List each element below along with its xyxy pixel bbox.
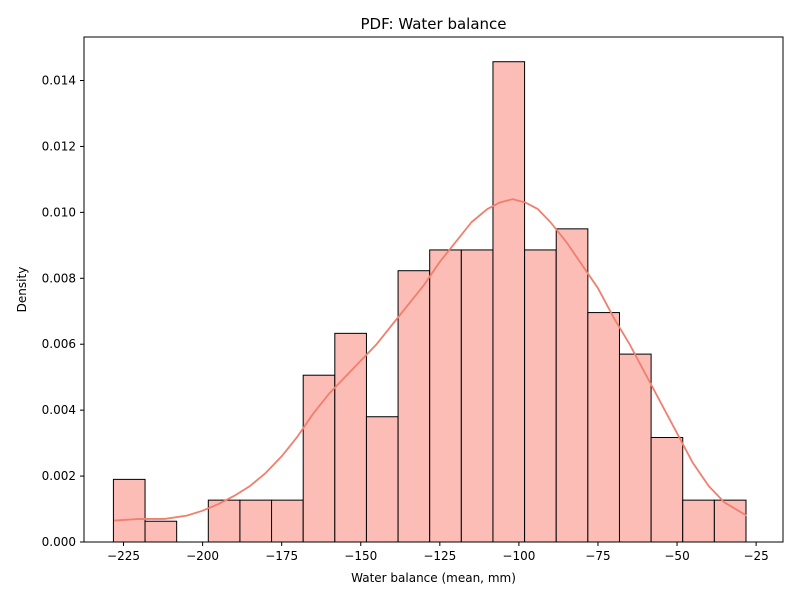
- histogram-bar: [460, 249, 494, 543]
- histogram-bar: [239, 499, 273, 543]
- histogram-bar: [144, 520, 178, 543]
- y-tick-label: 0.008: [42, 271, 76, 285]
- y-tick-label: 0.014: [42, 74, 76, 88]
- y-tick-label: 0.006: [42, 337, 76, 351]
- bars-layer: [112, 61, 747, 543]
- x-tick-label: −175: [265, 549, 298, 563]
- x-tick-label: −125: [423, 549, 456, 563]
- y-tick-label: 0.002: [42, 469, 76, 483]
- x-tick-label: −75: [585, 549, 610, 563]
- histogram-bar: [492, 61, 526, 543]
- y-tick-label: 0.000: [42, 535, 76, 549]
- kde-line: [113, 198, 748, 522]
- histogram-bar: [302, 374, 336, 543]
- chart-title: PDF: Water balance: [360, 15, 506, 33]
- x-tick-label: −25: [743, 549, 768, 563]
- histogram-bar: [650, 437, 684, 543]
- histogram-bar: [682, 499, 715, 543]
- histogram-bar: [429, 249, 462, 543]
- y-tick-label: 0.004: [42, 403, 76, 417]
- histogram-bar: [587, 312, 620, 543]
- histogram-bar: [618, 353, 652, 543]
- x-tick-label: −100: [502, 549, 535, 563]
- histogram-bar: [271, 499, 304, 543]
- histogram-bar: [207, 499, 241, 543]
- y-tick-label: 0.010: [42, 205, 76, 219]
- y-axis-label: Density: [15, 267, 29, 313]
- histogram-bar: [365, 416, 399, 543]
- x-tick-label: −50: [664, 549, 689, 563]
- histogram-bar: [524, 249, 557, 543]
- y-axis: 0.000 0.002 0.004 0.006 0.008 0.010 0.012 0.014: [42, 74, 84, 549]
- plot-frame: [83, 36, 784, 543]
- x-tick-label: −150: [344, 549, 377, 563]
- histogram-bar: [555, 228, 589, 543]
- histogram-bar: [397, 270, 431, 543]
- histogram-bar: [334, 332, 367, 543]
- histogram-bar: [112, 478, 146, 543]
- x-tick-label: −200: [186, 549, 219, 563]
- y-tick-label: 0.012: [42, 139, 76, 153]
- x-axis: −225 −200 −175 −150 −125 −100 −75 −50 −25: [107, 542, 769, 563]
- x-axis-label: Water balance (mean, mm): [351, 571, 516, 585]
- x-tick-label: −225: [107, 549, 140, 563]
- kde-layer: [113, 198, 748, 522]
